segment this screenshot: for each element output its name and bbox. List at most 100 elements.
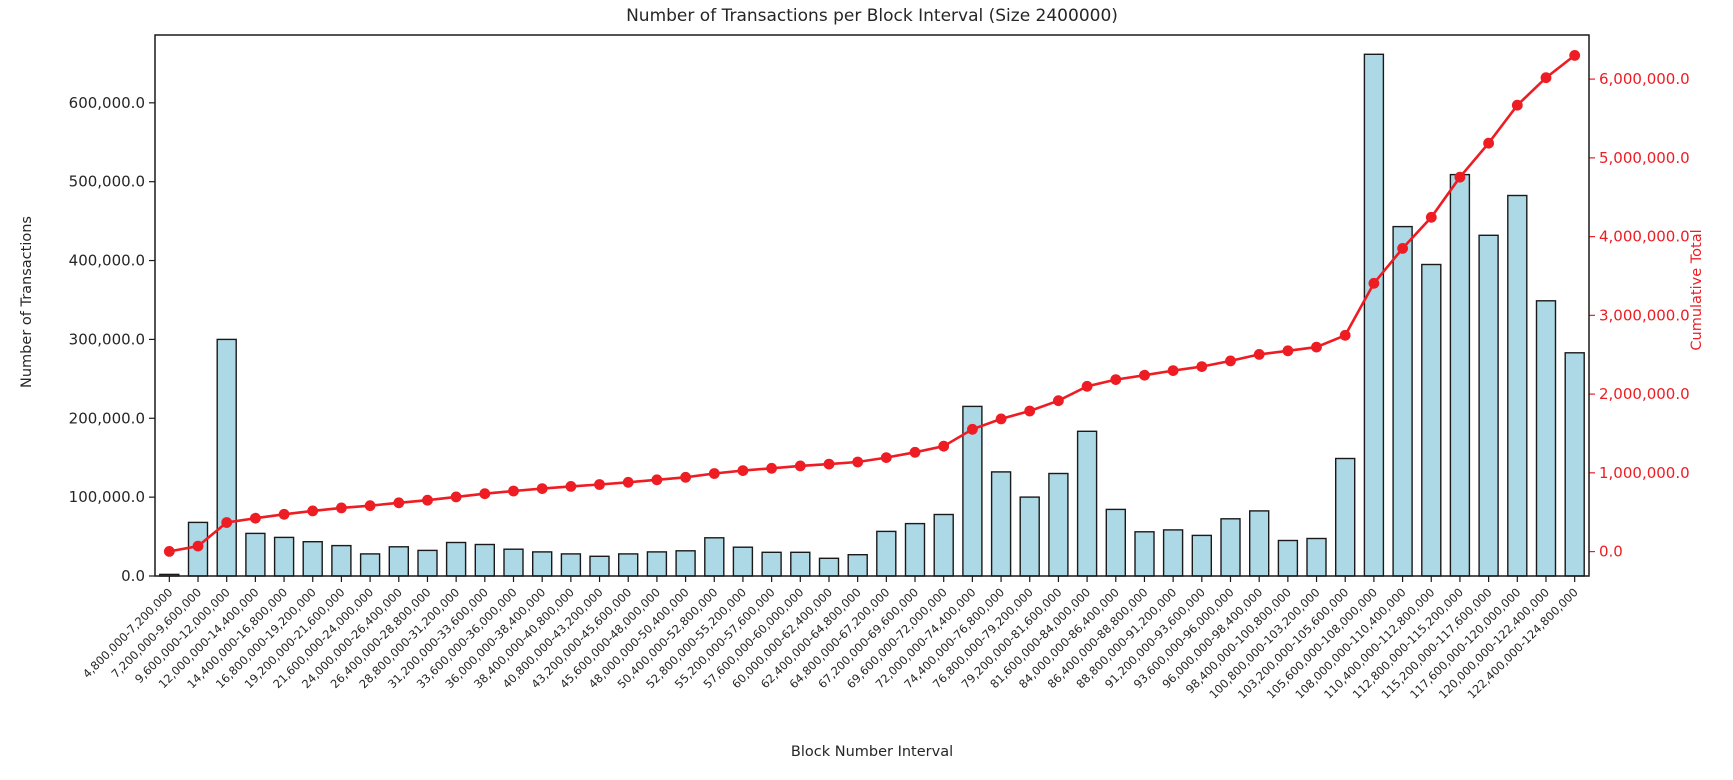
- bar: [302, 541, 323, 577]
- cumulative-point: [1253, 349, 1265, 360]
- bar: [1220, 518, 1241, 577]
- bar: [417, 549, 438, 577]
- cumulative-point: [1311, 341, 1322, 353]
- left-axis-tick-label: 400,000.0: [69, 252, 145, 270]
- bar: [933, 513, 954, 577]
- bar: [388, 546, 409, 577]
- bar: [990, 471, 1012, 577]
- cumulative-point: [766, 462, 777, 474]
- cumulative-point: [680, 471, 691, 483]
- cumulative-point: [1425, 211, 1437, 223]
- cumulative-point: [1540, 72, 1552, 84]
- right-axis-tick-label: 3,000,000.0: [1599, 306, 1690, 324]
- bar: [1392, 225, 1413, 577]
- cumulative-point: [536, 483, 548, 494]
- bar: [1134, 531, 1155, 577]
- bar: [503, 548, 524, 577]
- cumulative-point: [1454, 171, 1466, 183]
- cumulative-point: [967, 423, 978, 435]
- cumulative-point: [1139, 369, 1150, 381]
- cumulative-point: [508, 485, 519, 497]
- bar: [1191, 534, 1213, 577]
- bar: [1076, 430, 1098, 577]
- cumulative-point: [1081, 380, 1093, 392]
- cumulative-point: [823, 458, 835, 470]
- bar: [876, 530, 897, 577]
- cumulative-point: [622, 476, 634, 488]
- left-axis-tick-label: 200,000.0: [69, 409, 145, 427]
- bar: [704, 537, 725, 577]
- cumulative-point: [422, 494, 433, 506]
- bar: [560, 553, 582, 577]
- bar: [818, 557, 840, 577]
- bar: [1449, 173, 1471, 577]
- bar: [1535, 300, 1557, 577]
- bar: [359, 553, 381, 577]
- bar: [1019, 496, 1040, 577]
- axes: 0.0 100,000.0 200,000.0 300,000.0 400,000.0 5…: [69, 70, 1690, 701]
- bar: [1564, 352, 1585, 577]
- bar: [1162, 529, 1184, 577]
- cumulative-point: [909, 446, 921, 458]
- bar: [618, 553, 639, 577]
- cumulative-point: [221, 517, 233, 528]
- bar: [761, 551, 782, 577]
- cumulative-point: [479, 488, 491, 500]
- cumulative-point: [393, 497, 405, 509]
- left-axis-tick-label: 500,000.0: [69, 173, 145, 191]
- cumulative-point: [1024, 405, 1036, 417]
- bar: [904, 522, 926, 577]
- cumulative-line-series: [163, 50, 1581, 557]
- cumulative-point: [1167, 365, 1179, 376]
- bar: [732, 546, 754, 577]
- bar: [646, 551, 668, 577]
- left-axis-tick-label: 600,000.0: [69, 94, 145, 112]
- bar: [1248, 510, 1270, 577]
- cumulative-point: [1339, 329, 1351, 341]
- bar: [1277, 539, 1299, 577]
- bar: [331, 544, 352, 577]
- bar: [1334, 457, 1356, 577]
- bar: [1478, 234, 1499, 577]
- right-axis-tick-label: 6,000,000.0: [1599, 70, 1690, 88]
- cumulative-point: [594, 479, 605, 490]
- cumulative-point: [1053, 395, 1064, 407]
- left-axis-tick-label: 100,000.0: [69, 488, 145, 506]
- cumulative-point: [450, 491, 462, 503]
- bar: [589, 555, 610, 577]
- y-axis-label-left: Number of Transactions: [19, 216, 35, 388]
- bar: [1363, 53, 1385, 577]
- bar: [245, 532, 266, 577]
- cumulative-point: [336, 502, 347, 514]
- bar: [474, 543, 495, 577]
- cumulative-point: [852, 456, 864, 468]
- bar: [1507, 194, 1528, 577]
- cumulative-point: [364, 500, 376, 512]
- plot-frame: [154, 34, 1590, 577]
- bar: [1421, 263, 1442, 577]
- cumulative-point: [880, 452, 892, 463]
- cumulative-point: [250, 512, 261, 524]
- bar: [1306, 537, 1327, 577]
- cumulative-point: [1196, 361, 1208, 372]
- cumulative-point: [651, 474, 663, 486]
- cumulative-point: [565, 481, 577, 492]
- right-axis-tick-label: 0.0: [1599, 543, 1623, 561]
- cumulative-point: [737, 465, 749, 476]
- bar: [445, 541, 467, 577]
- cumulative-point: [278, 508, 290, 520]
- cumulative-point: [1511, 99, 1523, 111]
- left-axis-tick-label: 0.0: [121, 567, 145, 585]
- chart-title: Number of Transactions per Block Interva…: [626, 6, 1118, 26]
- right-axis-tick-label: 1,000,000.0: [1599, 464, 1690, 482]
- cumulative-point: [1282, 345, 1294, 357]
- bar: [532, 551, 553, 577]
- bar: [790, 551, 811, 577]
- left-axis-tick-label: 300,000.0: [69, 330, 145, 348]
- bar: [1048, 472, 1069, 577]
- bar: [847, 554, 868, 577]
- cumulative-point: [1110, 374, 1122, 385]
- cumulative-point: [1368, 277, 1380, 289]
